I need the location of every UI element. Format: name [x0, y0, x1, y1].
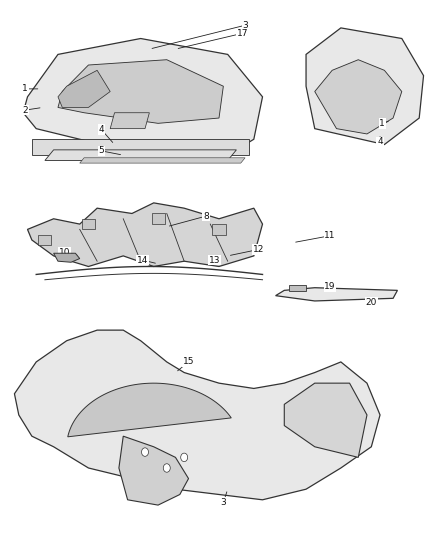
Polygon shape [45, 150, 237, 160]
Text: 14: 14 [137, 256, 148, 265]
Text: 4: 4 [99, 125, 104, 134]
Text: 10: 10 [59, 248, 70, 257]
Text: 20: 20 [366, 298, 377, 307]
Polygon shape [315, 60, 402, 134]
Polygon shape [80, 158, 245, 163]
Polygon shape [53, 253, 80, 262]
Text: 2: 2 [22, 106, 28, 115]
Bar [39, 235, 51, 245]
Bar [152, 214, 165, 224]
Polygon shape [276, 288, 397, 301]
Text: 5: 5 [99, 147, 104, 156]
Polygon shape [306, 28, 424, 144]
Polygon shape [58, 70, 110, 108]
Text: 17: 17 [237, 29, 249, 38]
Text: 19: 19 [324, 282, 336, 291]
Text: 1: 1 [379, 119, 385, 128]
Bar [82, 219, 95, 229]
Polygon shape [68, 383, 231, 437]
Polygon shape [119, 436, 188, 505]
Text: 12: 12 [252, 245, 264, 254]
Text: 3: 3 [220, 498, 226, 507]
Circle shape [141, 448, 148, 456]
Polygon shape [110, 113, 149, 128]
Polygon shape [23, 38, 262, 160]
Polygon shape [28, 203, 262, 266]
Polygon shape [58, 60, 223, 123]
Text: 3: 3 [242, 21, 248, 30]
Text: 11: 11 [324, 231, 336, 240]
Text: 8: 8 [203, 212, 209, 221]
Circle shape [181, 453, 187, 462]
Text: 1: 1 [22, 84, 28, 93]
Polygon shape [32, 139, 250, 155]
Text: 15: 15 [183, 358, 194, 367]
Polygon shape [289, 285, 306, 292]
Text: 4: 4 [377, 138, 383, 147]
Polygon shape [284, 383, 367, 457]
Circle shape [163, 464, 170, 472]
Bar [212, 224, 226, 235]
Text: 13: 13 [209, 256, 220, 265]
Polygon shape [14, 330, 380, 500]
